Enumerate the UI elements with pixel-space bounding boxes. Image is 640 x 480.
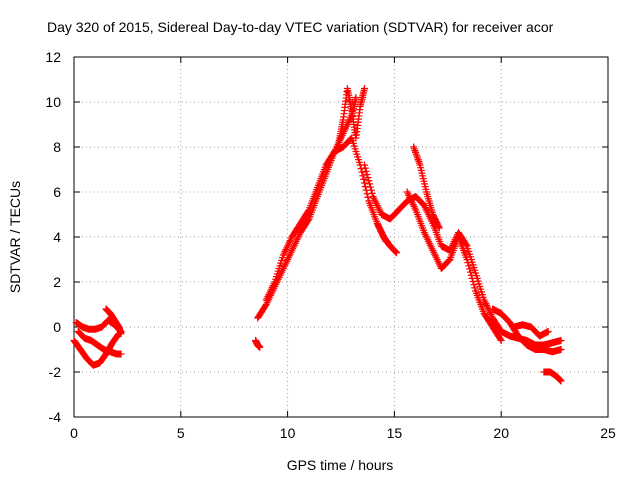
x-tick-label: 10 [280,425,296,441]
data-point-markers [70,330,123,369]
y-tick-label: 12 [45,49,61,65]
y-tick-label: 6 [53,184,61,200]
y-tick-label: 0 [53,319,61,335]
y-tick-label: 2 [53,274,61,290]
data-point-markers [252,337,264,351]
x-tick-label: 20 [493,425,509,441]
y-axis-title: SDTVAR / TECUs [7,181,23,293]
x-tick-label: 5 [177,425,185,441]
tick-labels: 0 5 10 15 20 25 -4 -2 0 2 4 6 8 10 12 [45,49,616,441]
y-tick-label: -4 [49,409,62,425]
x-tick-label: 0 [70,425,78,441]
data-point-markers [102,305,125,338]
data-point-markers [262,134,390,304]
data-point-markers [510,321,552,340]
chart-title: Day 320 of 2015, Sidereal Day-to-day VTE… [47,19,554,35]
series-lower [373,220,401,257]
data-point-markers [74,328,125,358]
series-arc-a [70,330,123,369]
data-point-markers [540,368,565,385]
series-tail-3 [540,368,565,385]
x-axis-title: GPS time / hours [287,457,394,473]
series-fall-3 [410,143,443,232]
series-tail-2 [510,321,552,340]
data-points [70,85,565,385]
y-tick-label: 8 [53,139,61,155]
ticks [73,56,609,418]
series-rise-2 [262,134,390,304]
y-tick-label: -2 [49,364,62,380]
series-arc-e [252,337,264,351]
data-point-markers [373,220,401,257]
series-fall-2 [403,188,505,344]
series-tail-1 [489,305,565,356]
data-point-markers [403,188,505,344]
series-peak [335,85,368,146]
x-tick-label: 25 [600,425,616,441]
data-point-markers [335,85,368,146]
x-tick-label: 15 [387,425,403,441]
y-tick-label: 10 [45,94,61,110]
data-point-markers [410,143,443,232]
y-tick-label: 4 [53,229,61,245]
series-arc-d [102,305,125,338]
series-arc-c [74,328,125,358]
data-point-markers [489,305,565,356]
